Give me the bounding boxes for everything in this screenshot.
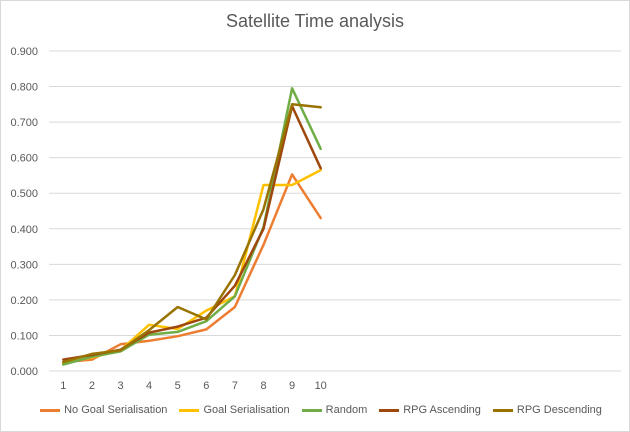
x-tick-label: 9 (289, 380, 295, 392)
x-tick-label: 1 (60, 380, 66, 392)
legend-label: Goal Serialisation (203, 404, 290, 416)
legend-item: RPG Ascending (379, 404, 481, 416)
series-lines (62, 87, 322, 366)
y-tick-label: 0.200 (10, 295, 38, 307)
y-axis-tick-labels: 0.000 0.100 0.200 0.300 0.400 0.500 0.600 0.700… (10, 46, 38, 378)
y-tick-label: 0.100 (10, 330, 38, 342)
legend-swatch (492, 408, 513, 412)
chart-title: Satellite Time analysis (225, 11, 405, 31)
y-tick-label: 0.600 (10, 153, 38, 165)
legend-item: Random (301, 404, 368, 416)
y-tick-label: 0.800 (10, 82, 38, 94)
x-tick-label: 4 (146, 380, 152, 392)
gridlines (49, 50, 621, 372)
line-chart: 0.000 0.100 0.200 0.300 0.400 0.500 0.600 0.700… (10, 46, 621, 392)
series-line-rpg-descending (62, 103, 322, 364)
x-tick-label: 8 (260, 380, 266, 392)
legend-item: RPG Descending (492, 404, 602, 416)
y-tick-label: 0.400 (10, 224, 38, 236)
legend-label: RPG Descending (516, 404, 602, 416)
legend-item: No Goal Serialisation (40, 404, 167, 416)
y-tick-label: 0.500 (10, 188, 38, 200)
legend-item: Goal Serialisation (179, 404, 290, 416)
legend: No Goal Serialisation Goal Serialisation R… (31, 404, 611, 416)
x-tick-label: 10 (315, 380, 327, 392)
x-tick-label: 7 (232, 380, 238, 392)
legend-swatch (301, 408, 322, 412)
legend-label: RPG Ascending (403, 404, 481, 416)
legend-swatch (40, 408, 61, 412)
y-tick-label: 0.900 (10, 46, 38, 58)
x-tick-label: 6 (203, 380, 209, 392)
y-tick-label: 0.700 (10, 117, 38, 129)
y-tick-label: 0.000 (10, 366, 38, 378)
x-tick-label: 3 (117, 380, 123, 392)
legend-swatch (379, 408, 400, 412)
legend-label: Random (325, 404, 368, 416)
legend-label: No Goal Serialisation (64, 404, 168, 416)
y-tick-label: 0.300 (10, 259, 38, 271)
series-line-no-goal-serialisation (62, 173, 322, 364)
x-tick-label: 5 (175, 380, 181, 392)
x-tick-label: 2 (89, 380, 95, 392)
legend-swatch (179, 408, 200, 412)
x-axis-tick-labels: 1 2 3 4 5 6 7 8 9 10 (60, 380, 327, 392)
